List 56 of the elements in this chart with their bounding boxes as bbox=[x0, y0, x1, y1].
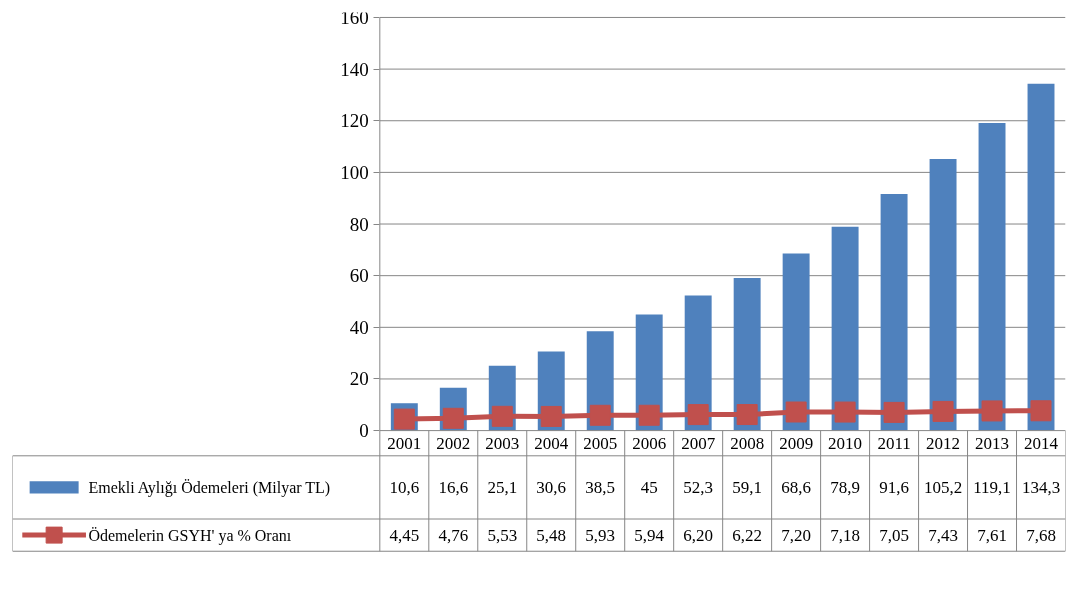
x-tick-label: 2007 bbox=[681, 433, 716, 453]
data-label: 25,1 bbox=[487, 477, 518, 497]
bar bbox=[978, 123, 1006, 431]
bar bbox=[880, 194, 908, 431]
y-tick-label: 0 bbox=[359, 420, 369, 442]
data-label: 91,6 bbox=[879, 477, 909, 497]
y-tick-label: 140 bbox=[340, 58, 369, 80]
legend-label: Emekli Aylığı Ödemeleri (Milyar TL) bbox=[88, 478, 331, 497]
x-tick-label: 2008 bbox=[730, 433, 765, 453]
x-tick-label: 2014 bbox=[1024, 433, 1059, 453]
data-label: 7,61 bbox=[977, 525, 1007, 545]
data-label: 4,76 bbox=[438, 525, 469, 545]
x-tick-label: 2010 bbox=[828, 433, 863, 453]
x-tick-label: 2003 bbox=[485, 433, 520, 453]
x-tick-label: 2002 bbox=[436, 433, 471, 453]
data-label: 7,43 bbox=[928, 525, 958, 545]
data-label: 7,68 bbox=[1026, 525, 1056, 545]
y-tick-label: 40 bbox=[349, 316, 369, 338]
data-label: 7,18 bbox=[830, 525, 860, 545]
x-tick-label: 2001 bbox=[387, 433, 422, 453]
x-tick-label: 2006 bbox=[632, 433, 667, 453]
data-label: 59,1 bbox=[732, 477, 763, 497]
data-label: 38,5 bbox=[585, 477, 616, 497]
x-tick-label: 2004 bbox=[534, 433, 569, 453]
data-label: 45 bbox=[640, 477, 658, 497]
data-label: 5,94 bbox=[634, 525, 665, 545]
y-tick-label: 120 bbox=[340, 110, 369, 132]
data-label: 78,9 bbox=[830, 477, 860, 497]
data-label: 5,48 bbox=[536, 525, 567, 545]
data-label: 52,3 bbox=[683, 477, 714, 497]
data-label: 6,22 bbox=[732, 525, 763, 545]
data-label: 7,20 bbox=[781, 525, 811, 545]
data-label: 6,20 bbox=[683, 525, 714, 545]
data-label: 5,53 bbox=[487, 525, 518, 545]
data-label: 105,2 bbox=[923, 477, 963, 497]
y-tick-label: 20 bbox=[349, 368, 369, 390]
data-label: 4,45 bbox=[389, 525, 420, 545]
x-tick-label: 2009 bbox=[779, 433, 814, 453]
legend-label: Ödemelerin GSYH' ya % Oranı bbox=[88, 526, 292, 545]
x-tick-label: 2013 bbox=[975, 433, 1010, 453]
data-label: 134,3 bbox=[1021, 477, 1061, 497]
data-label: 68,6 bbox=[781, 477, 811, 497]
x-tick-label: 2011 bbox=[877, 433, 911, 453]
data-label: 30,6 bbox=[536, 477, 567, 497]
y-tick-label: 80 bbox=[349, 213, 369, 235]
data-label: 10,6 bbox=[389, 477, 420, 497]
x-tick-label: 2012 bbox=[926, 433, 961, 453]
bar bbox=[1027, 83, 1055, 431]
x-tick-label: 2005 bbox=[583, 433, 618, 453]
data-label: 119,1 bbox=[973, 477, 1011, 497]
data-label: 7,05 bbox=[879, 525, 909, 545]
y-tick-label: 60 bbox=[349, 265, 369, 287]
bar bbox=[929, 158, 957, 431]
data-label: 5,93 bbox=[585, 525, 616, 545]
y-tick-label: 100 bbox=[340, 161, 369, 183]
data-label: 16,6 bbox=[438, 477, 469, 497]
